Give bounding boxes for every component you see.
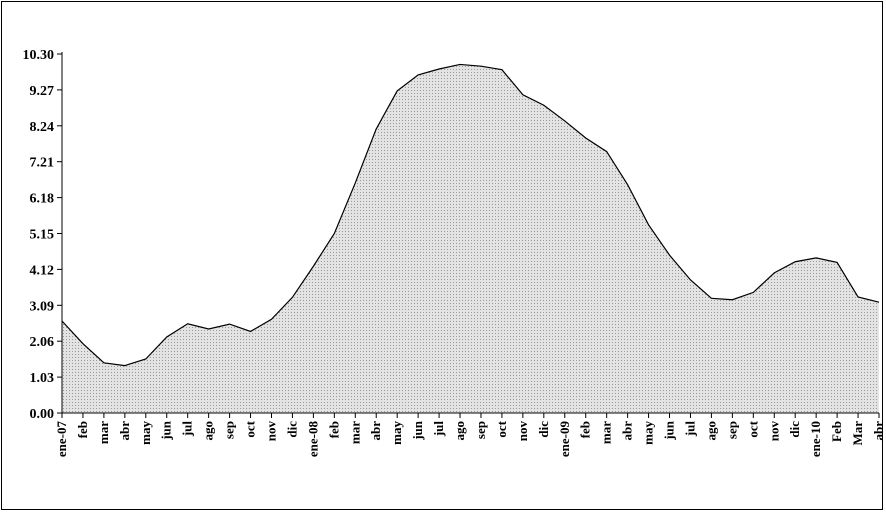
x-tick-label: oct [243,420,258,437]
x-tick-label: sep [473,421,488,439]
x-tick-label: ago [201,421,216,441]
x-tick-label: abr [871,421,886,441]
x-tick-label: ene-08 [305,421,320,458]
x-tick-label: may [389,421,404,445]
x-tick-label: nov [766,421,781,442]
series-line [61,63,880,367]
x-tick-label: ago [703,421,718,441]
x-tick-label: dic [787,421,802,438]
x-axis: ene-07 feb mar abr may jun jul ago sep oct nov dic e… [54,412,886,458]
y-tick-label: 5.15 [30,228,55,243]
x-tick-label: nov [515,421,530,442]
x-tick-label: nov [263,421,278,442]
x-tick-label: may [641,421,656,445]
x-tick-label: mar [599,421,614,444]
x-tick-label: oct [745,420,760,437]
x-tick-label: abr [620,421,635,441]
y-tick-label: 7.21 [30,156,55,171]
y-tick-label: 1.03 [30,371,55,386]
x-tick-label: jun [159,420,174,441]
x-tick-label: Mar [850,421,865,446]
y-tick-label: 9.27 [30,84,55,99]
y-tick-label: 2.06 [30,335,55,350]
x-tick-label: abr [368,421,383,441]
x-tick-label: ene-07 [54,421,69,458]
y-tick-label: 0.00 [30,407,55,422]
x-tick-label: ago [452,421,467,441]
x-tick-label: dic [536,421,551,438]
x-tick-label: mar [347,421,362,444]
x-tick-label: dic [284,421,299,438]
x-tick-label: oct [494,420,509,437]
y-axis: 0.00 1.03 2.06 3.09 4.12 5.15 6.18 7.21 8.24 9.27… [23,48,63,422]
x-tick-label: sep [222,421,237,439]
x-tick-label: may [138,421,153,445]
x-tick-label: jul [180,421,195,438]
x-tick-label: Feb [829,421,844,442]
x-tick-label: abr [117,421,132,441]
y-tick-label: 4.12 [30,263,55,278]
plot-area [61,63,880,414]
x-tick-label: jun [410,420,425,441]
x-tick-label: sep [724,421,739,439]
x-tick-label: jul [682,421,697,438]
x-tick-label: jun [662,420,677,441]
y-tick-label: 10.30 [23,48,55,63]
x-tick-label: feb [578,421,593,438]
x-tick-label: mar [96,421,111,444]
x-tick-label: ene-09 [557,421,572,458]
area-fill [62,64,879,414]
x-tick-label: jul [431,421,446,438]
x-tick-label: feb [75,421,90,438]
y-tick-label: 8.24 [30,120,55,135]
x-tick-label: feb [326,421,341,438]
y-tick-label: 6.18 [30,192,55,207]
y-tick-label: 3.09 [30,299,55,314]
x-tick-label: ene-10 [808,421,823,457]
